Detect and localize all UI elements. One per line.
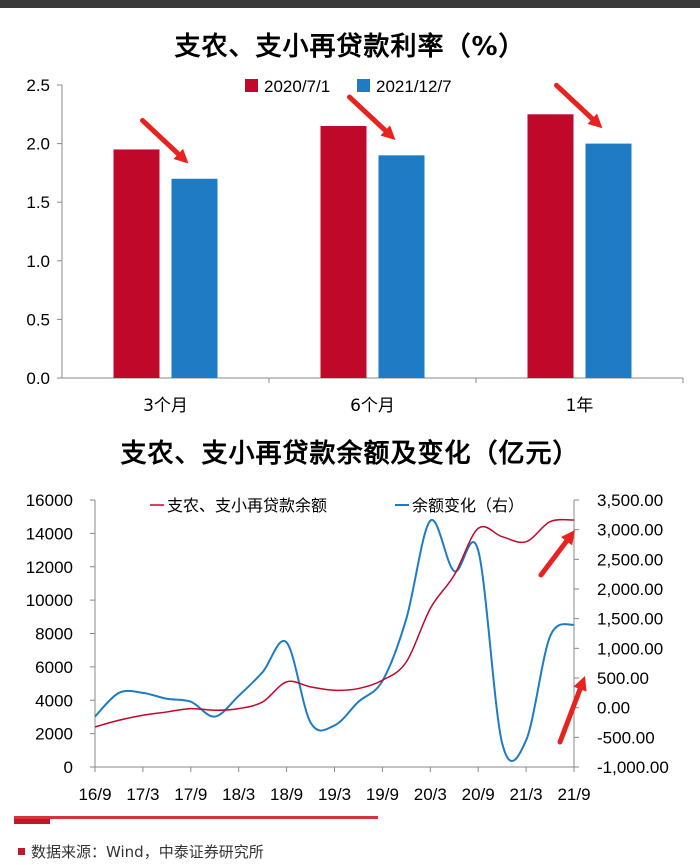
x-tick-label: 21/9 <box>557 785 590 804</box>
y-left-tick-label: 10000 <box>26 591 73 610</box>
y-right-tick-label: -1,000.00 <box>597 758 669 777</box>
x-tick-label: 19/3 <box>318 785 351 804</box>
bar-b-1 <box>378 155 425 378</box>
top-rule <box>0 0 700 8</box>
increase-arrow-balance-head <box>560 530 575 546</box>
source-divider-accent <box>14 819 50 824</box>
legend-swatch-1 <box>357 79 370 92</box>
y-left-tick-label: 2000 <box>35 725 73 744</box>
y-right-tick-label: 0.00 <box>597 699 630 718</box>
y-tick-label: 0.5 <box>26 310 50 329</box>
increase-arrow-balance-shaft <box>538 538 570 578</box>
source-text: 数据来源：Wind，中泰证券研究所 <box>31 843 264 861</box>
legend-label-change: 余额变化（右） <box>412 496 524 515</box>
decrease-arrow-1-head <box>380 125 396 141</box>
y-tick-label: 1.5 <box>26 193 50 212</box>
bar-a-0 <box>113 149 160 378</box>
y-right-tick-label: 2,000.00 <box>597 580 663 599</box>
series-balance-line <box>94 518 575 728</box>
source-note: 数据来源：Wind，中泰证券研究所 <box>18 841 264 862</box>
y-tick-label: 1.0 <box>26 252 50 271</box>
y-left-tick-label: 14000 <box>26 524 73 543</box>
y-left-tick-label: 6000 <box>35 658 73 677</box>
y-right-tick-label: 1,000.00 <box>597 639 663 658</box>
bar-a-1 <box>320 126 367 379</box>
decrease-arrow-2 <box>554 82 603 129</box>
x-tick-label: 18/9 <box>270 785 303 804</box>
y-left-tick-label: 8000 <box>35 625 73 644</box>
decrease-arrow-0-head <box>173 148 189 164</box>
legend-label-0: 2020/7/1 <box>264 77 330 96</box>
y-tick-label: 2.5 <box>26 76 50 95</box>
x-tick-label: 20/9 <box>462 785 495 804</box>
x-tick-label: 1年 <box>566 396 594 416</box>
y-right-tick-label: 500.00 <box>597 669 649 688</box>
x-tick-label: 19/9 <box>366 785 399 804</box>
increase-arrow-change-head <box>573 676 587 692</box>
y-right-tick-label: 3,000.00 <box>597 521 663 540</box>
source-bullet-icon <box>18 848 25 855</box>
bar-b-0 <box>171 178 218 378</box>
source-divider <box>14 816 378 819</box>
decrease-arrow-1-shaft <box>347 94 388 133</box>
bar-b-2 <box>585 143 632 378</box>
legend-label-balance: 支农、支小再贷款余额 <box>167 496 327 515</box>
x-tick-label: 16/9 <box>78 785 111 804</box>
x-tick-label: 20/3 <box>414 785 447 804</box>
balance-line-chart: 0 2000 4000 6000 8000 10000 12000 14000 16000 -1,… <box>26 491 669 804</box>
y-left-tick-label: 4000 <box>35 691 73 710</box>
series-change-line <box>94 519 575 762</box>
y-right-tick-label: 1,500.00 <box>597 610 663 629</box>
y-right-tick-label: 3,500.00 <box>597 491 663 510</box>
y-right-tick-label: 2,500.00 <box>597 550 663 569</box>
decrease-arrow-0 <box>140 117 189 164</box>
x-tick-label: 21/3 <box>510 785 543 804</box>
y-left-tick-label: 0 <box>64 758 73 777</box>
decrease-arrow-1 <box>347 94 396 141</box>
increase-arrow-change-shaft <box>557 686 583 745</box>
x-tick-label: 17/3 <box>126 785 159 804</box>
y-left-tick-label: 12000 <box>26 558 73 577</box>
increase-arrow-balance <box>538 530 575 578</box>
legend: 支农、支小再贷款余额 余额变化（右） <box>150 496 524 515</box>
y-tick-label: 2.0 <box>26 135 50 154</box>
y-tick-label: 0.0 <box>26 369 50 388</box>
chart-title-rates: 支农、支小再贷款利率（%） <box>174 32 526 62</box>
legend-swatch-0 <box>245 79 258 92</box>
rates-bar-chart: 0.0 0.5 1.0 1.5 2.0 2.5 3个月 6个月 1年 2020/7/1 2021/1… <box>26 76 684 416</box>
legend-label-1: 2021/12/7 <box>376 77 452 96</box>
x-tick-label: 17/9 <box>174 785 207 804</box>
decrease-arrow-0-shaft <box>140 117 181 157</box>
bar-a-2 <box>527 114 574 379</box>
y-right-tick-label: -500.00 <box>597 728 655 747</box>
y-left-tick-label: 16000 <box>26 491 73 510</box>
decrease-arrow-2-shaft <box>554 82 595 122</box>
chart-title-balance: 支农、支小再贷款余额及变化（亿元） <box>120 439 580 469</box>
x-tick-label: 18/3 <box>222 785 255 804</box>
x-tick-label: 3个月 <box>143 396 188 416</box>
x-tick-label: 6个月 <box>350 396 395 416</box>
increase-arrow-change <box>557 676 587 745</box>
legend: 2020/7/1 2021/12/7 <box>245 77 452 96</box>
decrease-arrow-2-head <box>587 113 603 129</box>
